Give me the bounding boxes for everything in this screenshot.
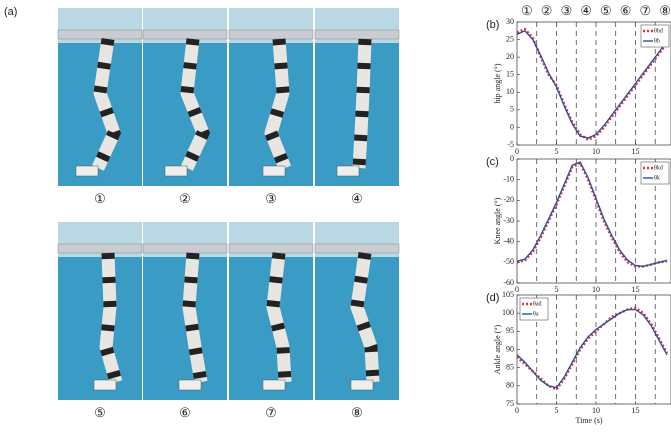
- stage-label: ①: [521, 3, 533, 18]
- x-tick-label: 15: [631, 285, 639, 294]
- y-tick-label: 10: [506, 87, 514, 96]
- y-axis-label: Knee angle (°): [493, 197, 502, 244]
- y-tick-label: 0: [510, 154, 514, 163]
- stage-label: ③: [561, 3, 573, 18]
- frame-beam: [143, 30, 227, 39]
- photo-grid: ① ② ③ ④ ⑤ ⑥ ⑦ ⑧: [58, 8, 399, 420]
- robot-leg: [106, 253, 116, 382]
- x-tick-label: 10: [592, 147, 600, 156]
- figure: (a) ①②③④⑤⑥⑦⑧ ①②③④⑤⑥⑦⑧(b)hip angle (°)-50…: [0, 0, 671, 434]
- panel-label: (d): [486, 292, 499, 304]
- legend-label: θa: [533, 311, 539, 317]
- stage-label: ⑥: [620, 3, 632, 18]
- x-tick-label: 0: [515, 285, 519, 294]
- x-tick-label: 10: [592, 406, 600, 415]
- photo-label: ⑥: [179, 405, 191, 420]
- y-tick-label: -60: [503, 278, 514, 287]
- stage-label: ⑧: [659, 3, 671, 18]
- frame-beam: [58, 244, 142, 253]
- robot-leg: [359, 39, 365, 168]
- photo-label: ②: [179, 191, 191, 206]
- robot-foot: [263, 380, 285, 390]
- y-tick-label: 15: [506, 70, 514, 79]
- legend-label: θad: [533, 301, 542, 307]
- frame-beam: [143, 244, 227, 253]
- stage-label: ⑦: [640, 3, 652, 18]
- y-tick-label: 30: [506, 17, 514, 26]
- x-tick-label: 15: [631, 406, 639, 415]
- x-tick-label: 0: [515, 147, 519, 156]
- y-tick-label: -10: [503, 174, 514, 183]
- y-tick-label: 0: [510, 122, 514, 131]
- y-tick-label: 75: [506, 399, 514, 408]
- robot-foot: [165, 166, 187, 176]
- x-tick-label: 15: [631, 147, 639, 156]
- y-axis-label: hip angle (°): [493, 63, 502, 103]
- y-tick-label: 90: [506, 344, 514, 353]
- stage-label: ②: [541, 3, 553, 18]
- legend-label: θk: [654, 175, 660, 181]
- x-tick-label: 5: [554, 147, 558, 156]
- photo-label: ⑧: [351, 405, 363, 420]
- y-tick-label: 95: [506, 326, 514, 335]
- photo-label: ③: [265, 191, 277, 206]
- photo-label: ⑤: [94, 405, 106, 420]
- y-axis-label: Ankle angle (°): [493, 324, 502, 374]
- legend-label: θh: [654, 38, 660, 44]
- frame-beam: [58, 30, 142, 39]
- x-tick-label: 5: [554, 285, 558, 294]
- y-tick-label: -50: [503, 257, 514, 266]
- panel-label: (c): [486, 156, 499, 168]
- frame-beam: [315, 30, 399, 39]
- legend-label: θhd: [654, 28, 663, 34]
- y-tick-label: 105: [502, 290, 514, 299]
- robot-foot: [94, 380, 116, 390]
- y-tick-label: -40: [503, 236, 514, 245]
- stage-label: ⑤: [600, 3, 612, 18]
- frame-beam: [229, 30, 313, 39]
- panel-label: (a): [4, 6, 17, 18]
- robot-foot: [337, 166, 359, 176]
- frame-beam: [229, 244, 313, 253]
- x-tick-label: 0: [515, 406, 519, 415]
- legend-label: θkd: [654, 165, 663, 171]
- x-tick-label: 5: [554, 406, 558, 415]
- robot-foot: [263, 166, 285, 176]
- y-tick-label: 25: [506, 34, 514, 43]
- x-axis-label: Time (s): [575, 416, 602, 425]
- y-tick-label: -20: [503, 195, 514, 204]
- y-tick-label: -30: [503, 216, 514, 225]
- photo-label: ⑦: [265, 405, 277, 420]
- photo-label: ①: [94, 191, 106, 206]
- photo-label: ④: [351, 191, 363, 206]
- y-tick-label: 20: [506, 52, 514, 61]
- x-tick-label: 10: [592, 285, 600, 294]
- robot-foot: [351, 380, 373, 390]
- y-tick-label: 5: [510, 105, 514, 114]
- robot-foot: [179, 380, 201, 390]
- y-tick-label: 100: [502, 308, 514, 317]
- y-tick-label: 85: [506, 362, 514, 371]
- robot-foot: [76, 166, 98, 176]
- panel-label: (b): [486, 19, 499, 31]
- frame-beam: [315, 244, 399, 253]
- stage-label: ④: [580, 3, 592, 18]
- y-tick-label: 80: [506, 381, 514, 390]
- y-tick-label: -5: [507, 140, 514, 149]
